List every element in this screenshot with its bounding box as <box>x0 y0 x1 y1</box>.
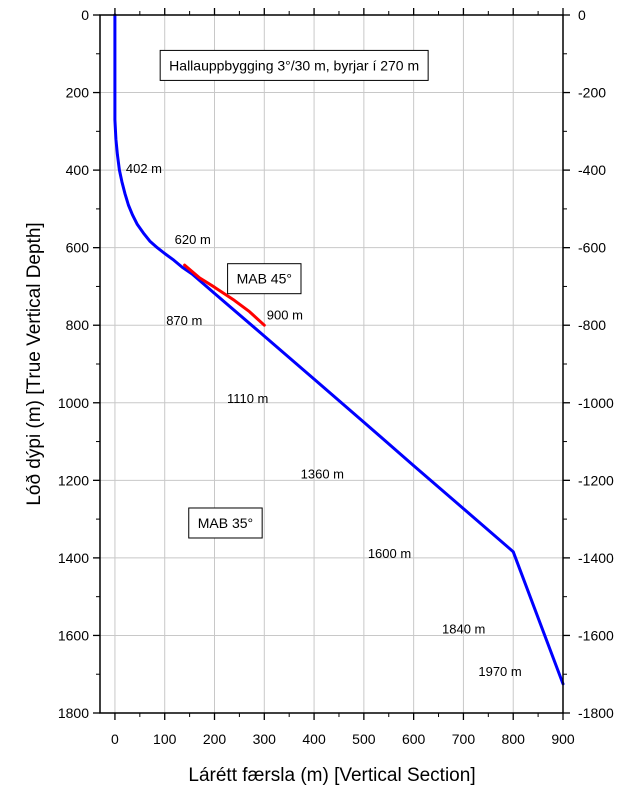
y-tick-label-left: 1600 <box>58 627 89 643</box>
y-tick-label-left: 600 <box>66 240 90 256</box>
y-tick-label-right: -400 <box>578 162 606 178</box>
y-tick-label-right: -600 <box>578 240 606 256</box>
y-tick-label-left: 1000 <box>58 395 89 411</box>
x-tick-label: 200 <box>203 731 227 747</box>
boxed-label-frame <box>159 49 429 81</box>
y-tick-label-left: 0 <box>81 7 89 23</box>
depth-annotation: 1360 m <box>301 466 344 481</box>
boxed-label-text: Hallauppbygging 3°/30 m, byrjar í 270 m <box>169 57 419 73</box>
x-tick-label: 0 <box>111 731 119 747</box>
x-tick-label: 600 <box>402 731 426 747</box>
y-tick-label-right: -800 <box>578 317 606 333</box>
y-tick-label-left: 800 <box>66 317 90 333</box>
x-tick-label: 800 <box>502 731 526 747</box>
depth-annotation: 870 m <box>166 313 202 328</box>
axes-layer <box>93 8 570 720</box>
y-tick-label-right: -1800 <box>578 705 614 721</box>
y-tick-label-right: -200 <box>578 85 606 101</box>
depth-annotation: 620 m <box>175 232 211 247</box>
depth-annotation: 402 m <box>126 161 162 176</box>
boxed-label-frame <box>188 507 263 539</box>
series-line-2 <box>183 263 266 327</box>
x-tick-label: 400 <box>302 731 326 747</box>
x-tick-label: 900 <box>551 731 575 747</box>
y-tick-label-right: -1200 <box>578 472 614 488</box>
y-tick-label-left: 1800 <box>58 705 89 721</box>
boxed-label-text: MAB 45° <box>237 271 292 287</box>
grid-layer <box>100 14 564 714</box>
y-axis-title: Lóð dýpi (m) [True Vertical Depth] <box>24 222 45 505</box>
x-tick-label: 100 <box>153 731 177 747</box>
x-tick-label: 700 <box>452 731 476 747</box>
y-tick-label-right: -1000 <box>578 395 614 411</box>
x-tick-label: 500 <box>352 731 376 747</box>
series-layer <box>113 13 565 686</box>
boxed-label: MAB 45° <box>227 263 302 295</box>
boxed-label-frame <box>227 263 302 295</box>
y-tick-label-right: 0 <box>578 7 586 23</box>
depth-annotation: 900 m <box>267 307 303 322</box>
x-tick-label: 300 <box>253 731 277 747</box>
y-tick-label-left: 1400 <box>58 550 89 566</box>
series-line-1 <box>113 13 565 686</box>
boxed-label: MAB 35° <box>188 507 263 539</box>
depth-annotation: 1840 m <box>442 622 485 637</box>
depth-annotation: 1110 m <box>227 391 268 406</box>
tick-labels: 0 100 200 300 400 500 600 700 800 900 0 200 400 600 80… <box>58 7 614 747</box>
y-tick-label-left: 400 <box>66 162 90 178</box>
depth-annotation: 1970 m <box>478 664 521 679</box>
y-tick-label-left: 200 <box>66 85 90 101</box>
boxed-label: Hallauppbygging 3°/30 m, byrjar í 270 m <box>159 49 429 81</box>
y-tick-label-right: -1400 <box>578 550 614 566</box>
depth-annotation: 1600 m <box>368 546 411 561</box>
x-axis-title: Lárétt færsla (m) [Vertical Section] <box>188 765 475 786</box>
y-tick-label-left: 1200 <box>58 472 89 488</box>
plot-frame <box>99 14 564 714</box>
boxed-label-text: MAB 35° <box>198 515 253 531</box>
y-tick-label-right: -1600 <box>578 627 614 643</box>
